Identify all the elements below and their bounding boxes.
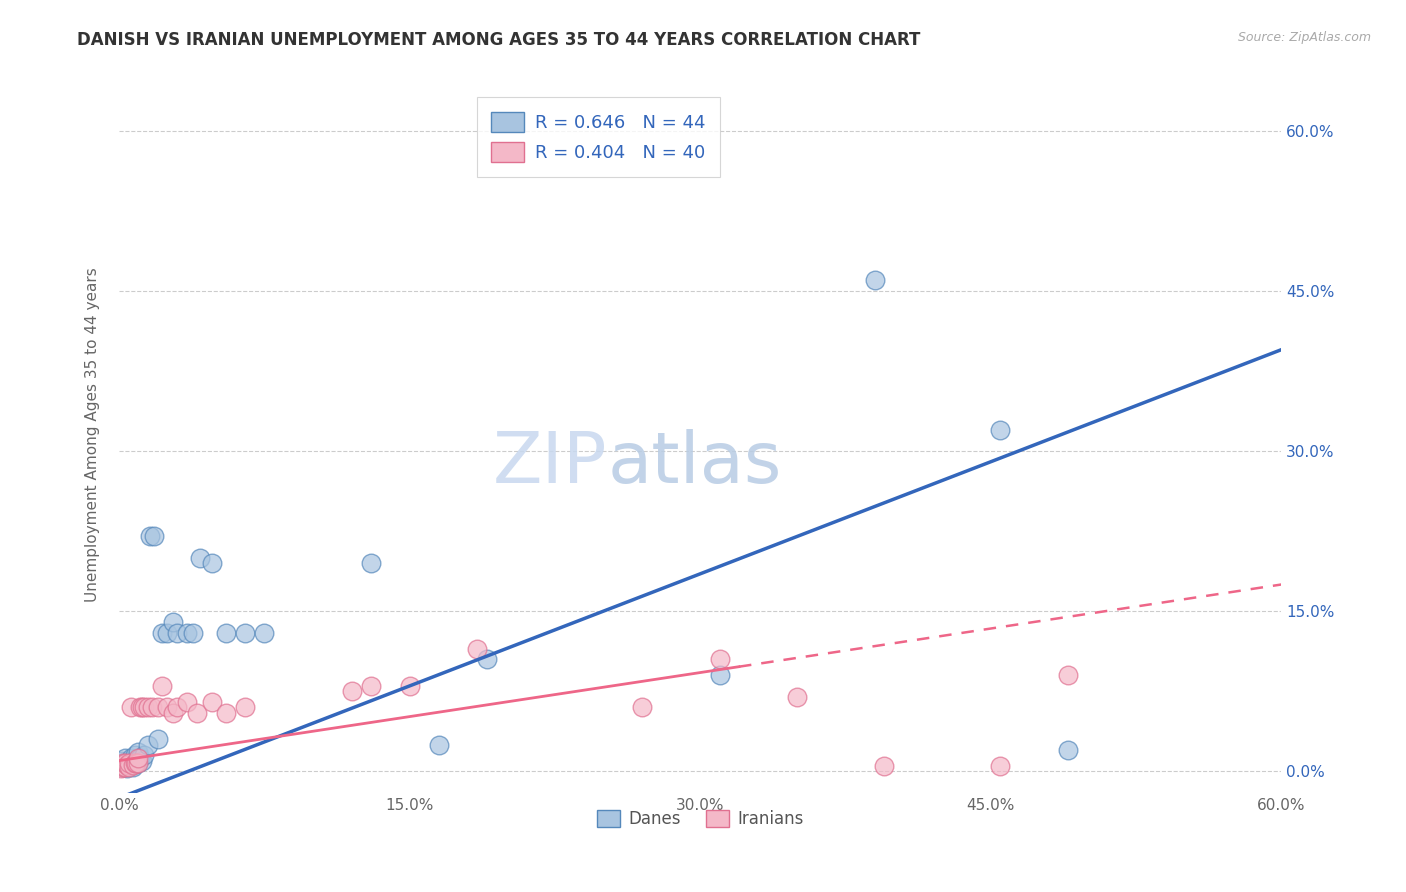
Point bbox=[114, 760, 136, 774]
Point bbox=[115, 756, 138, 770]
Point bbox=[127, 751, 149, 765]
Point bbox=[120, 758, 142, 772]
Point bbox=[127, 756, 149, 770]
Point bbox=[139, 529, 162, 543]
Point bbox=[162, 615, 184, 629]
Point bbox=[990, 759, 1012, 773]
Point bbox=[134, 700, 156, 714]
Point bbox=[118, 759, 141, 773]
Point bbox=[136, 738, 159, 752]
Point bbox=[118, 756, 141, 770]
Point bbox=[181, 625, 204, 640]
Point bbox=[125, 756, 148, 770]
Point bbox=[176, 625, 198, 640]
Point bbox=[1057, 743, 1080, 757]
Point bbox=[863, 273, 886, 287]
Point bbox=[709, 668, 731, 682]
Point bbox=[121, 754, 143, 768]
Point bbox=[141, 700, 163, 714]
Text: atlas: atlas bbox=[607, 429, 782, 498]
Point bbox=[111, 760, 134, 774]
Point bbox=[990, 423, 1012, 437]
Point bbox=[120, 700, 142, 714]
Text: DANISH VS IRANIAN UNEMPLOYMENT AMONG AGES 35 TO 44 YEARS CORRELATION CHART: DANISH VS IRANIAN UNEMPLOYMENT AMONG AGE… bbox=[77, 31, 921, 49]
Point bbox=[233, 700, 256, 714]
Point bbox=[111, 756, 134, 770]
Point bbox=[129, 751, 152, 765]
Point bbox=[124, 756, 146, 771]
Point bbox=[214, 625, 236, 640]
Point bbox=[134, 748, 156, 763]
Point bbox=[114, 756, 136, 770]
Point bbox=[110, 761, 132, 775]
Legend: Danes, Iranians: Danes, Iranians bbox=[591, 803, 810, 834]
Point bbox=[427, 738, 450, 752]
Point bbox=[873, 759, 896, 773]
Point bbox=[156, 625, 179, 640]
Point bbox=[186, 706, 208, 720]
Point bbox=[176, 695, 198, 709]
Point bbox=[214, 706, 236, 720]
Text: ZIP: ZIP bbox=[492, 429, 607, 498]
Point bbox=[129, 700, 152, 714]
Point bbox=[118, 760, 141, 774]
Point bbox=[467, 641, 489, 656]
Point bbox=[118, 754, 141, 768]
Point bbox=[150, 679, 173, 693]
Point bbox=[120, 751, 142, 765]
Point bbox=[125, 754, 148, 768]
Point bbox=[360, 556, 382, 570]
Point bbox=[110, 754, 132, 768]
Point bbox=[709, 652, 731, 666]
Point bbox=[110, 759, 132, 773]
Point bbox=[360, 679, 382, 693]
Point bbox=[131, 700, 153, 714]
Point bbox=[124, 748, 146, 763]
Text: Source: ZipAtlas.com: Source: ZipAtlas.com bbox=[1237, 31, 1371, 45]
Point bbox=[156, 700, 179, 714]
Point bbox=[115, 758, 138, 772]
Point bbox=[115, 761, 138, 775]
Point bbox=[142, 529, 165, 543]
Point bbox=[340, 684, 363, 698]
Point bbox=[398, 679, 420, 693]
Point bbox=[127, 756, 149, 770]
Point bbox=[127, 745, 149, 759]
Point bbox=[110, 758, 132, 772]
Point bbox=[146, 700, 169, 714]
Point bbox=[111, 756, 134, 770]
Point bbox=[190, 550, 212, 565]
Point bbox=[114, 758, 136, 772]
Point bbox=[146, 732, 169, 747]
Y-axis label: Unemployment Among Ages 35 to 44 years: Unemployment Among Ages 35 to 44 years bbox=[86, 268, 100, 602]
Point bbox=[131, 754, 153, 768]
Point bbox=[162, 706, 184, 720]
Point bbox=[166, 700, 188, 714]
Point bbox=[786, 690, 808, 704]
Point bbox=[233, 625, 256, 640]
Point bbox=[253, 625, 276, 640]
Point bbox=[111, 760, 134, 774]
Point bbox=[166, 625, 188, 640]
Point bbox=[475, 652, 498, 666]
Point bbox=[136, 700, 159, 714]
Point bbox=[631, 700, 654, 714]
Point bbox=[201, 695, 224, 709]
Point bbox=[201, 556, 224, 570]
Point bbox=[121, 758, 143, 772]
Point bbox=[121, 760, 143, 774]
Point bbox=[124, 756, 146, 770]
Point bbox=[1057, 668, 1080, 682]
Point bbox=[150, 625, 173, 640]
Point bbox=[114, 751, 136, 765]
